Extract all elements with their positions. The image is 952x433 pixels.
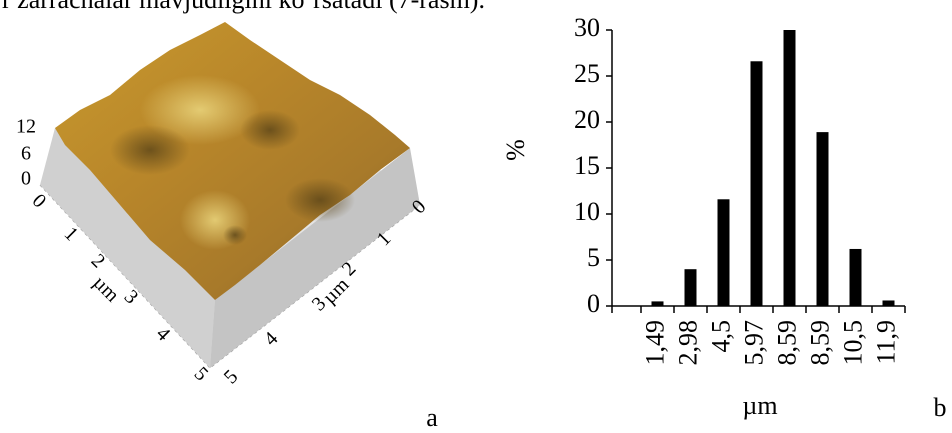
- bar: [651, 301, 664, 306]
- x-tick-label: 5: [190, 363, 213, 386]
- x-axis-label: µm: [89, 272, 124, 307]
- y-tick-label: 25: [574, 59, 600, 88]
- y-tick-label: 2: [338, 258, 361, 281]
- caption-text: r zarrachalar mavjudligini ko‘rsatadi (7…: [2, 0, 485, 14]
- x-tick-label: 0: [28, 190, 51, 213]
- x-tick-label: 11,9: [871, 320, 900, 365]
- x-tick-label: 2,98: [673, 320, 702, 366]
- bar: [750, 61, 763, 306]
- x-tick-label: 3: [120, 286, 143, 309]
- y-tick-label: 10: [574, 197, 600, 226]
- y-tick-label: 0: [408, 196, 431, 219]
- x-tick-label: 8,59: [772, 320, 801, 366]
- x-tick-label: 4,5: [706, 320, 735, 353]
- x-axis-label: µm: [742, 391, 777, 420]
- panel-label: a: [426, 403, 438, 432]
- x-tick-label: 5,97: [739, 320, 768, 366]
- afm-image: [39, 22, 421, 369]
- x-tick-label: 1,49: [640, 320, 669, 366]
- x-tick-label: 4: [152, 323, 175, 346]
- bar: [882, 300, 895, 306]
- y-tick-label: 4: [260, 328, 283, 351]
- y-tick-label: 5: [587, 243, 600, 272]
- z-tick-label: 12: [16, 116, 36, 138]
- bar: [849, 248, 862, 306]
- y-tick-label: 20: [574, 105, 600, 134]
- y-tick-label: 30: [574, 13, 600, 42]
- x-tick-label: 2: [87, 250, 110, 273]
- y-tick-label: 15: [574, 151, 600, 180]
- x-tick-label: 8,59: [805, 320, 834, 366]
- y-tick-label: 5: [220, 366, 243, 389]
- z-tick-label: 0: [21, 168, 31, 190]
- bar: [684, 269, 697, 306]
- z-tick-label: 6: [21, 143, 31, 165]
- bar: [816, 132, 829, 306]
- bar: [783, 30, 796, 306]
- y-tick-label: 0: [587, 289, 600, 318]
- x-tick-label: 1: [60, 223, 83, 246]
- x-tick-label: 10,5: [838, 320, 867, 366]
- panel-label: b: [934, 393, 947, 422]
- bar: [717, 199, 730, 306]
- y-axis-label: %: [501, 139, 530, 161]
